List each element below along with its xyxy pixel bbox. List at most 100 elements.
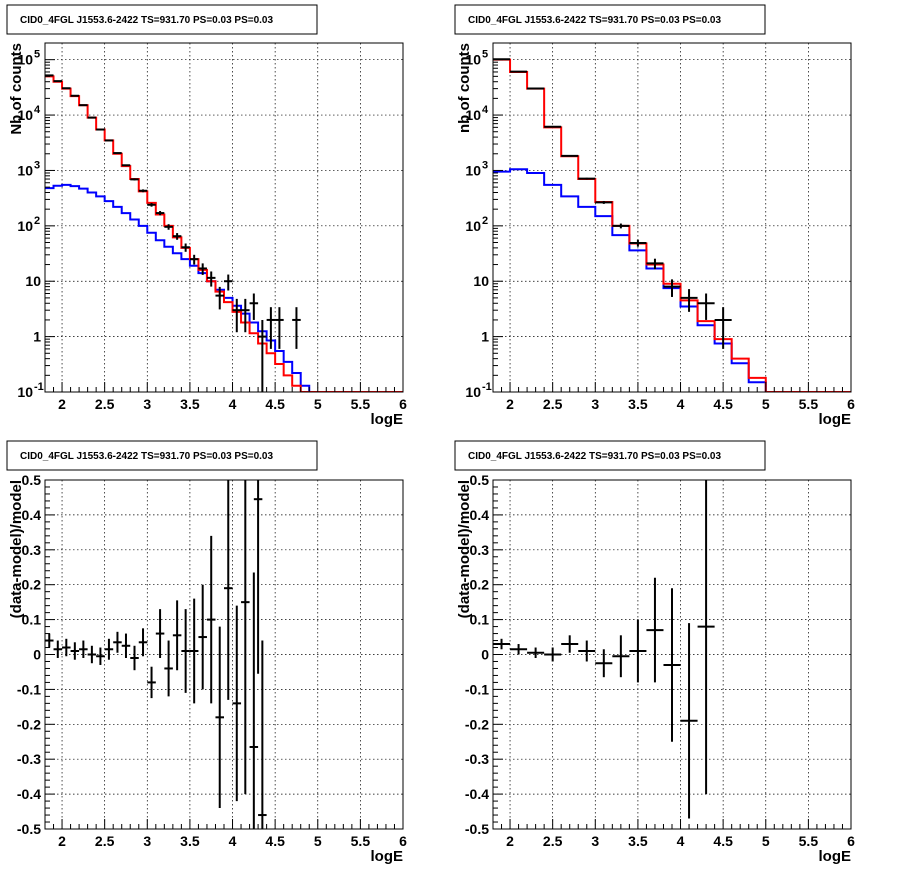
- series-model-total: [45, 75, 403, 392]
- y-tick-label: 0: [481, 647, 489, 663]
- y-tick-label: -0.3: [17, 751, 41, 767]
- x-tick-label: 5: [762, 396, 770, 412]
- x-tick-label: 4: [229, 833, 237, 849]
- x-tick-label: 4.5: [265, 833, 285, 849]
- x-tick-label: 3.5: [180, 396, 200, 412]
- x-tick-label: 5: [762, 833, 770, 849]
- x-tick-label: 3.5: [628, 396, 648, 412]
- x-tick-label: 2: [58, 396, 66, 412]
- x-tick-label: 5.5: [351, 833, 371, 849]
- x-tick-label: 3: [591, 833, 599, 849]
- x-tick-label: 4: [677, 833, 685, 849]
- x-tick-label: 4: [677, 396, 685, 412]
- y-tick-label: 0.3: [22, 542, 42, 558]
- y-tick-label: 0.4: [22, 507, 42, 523]
- plot-frame: [492, 42, 852, 393]
- x-tick-label: 5: [314, 833, 322, 849]
- y-tick-label: 1: [33, 329, 41, 345]
- x-tick-label: 5: [314, 396, 322, 412]
- y-tick-exponent: -1: [482, 381, 492, 393]
- y-tick-exponent: 5: [34, 49, 40, 61]
- chart-title: CID0_4FGL J1553.6-2422 TS=931.70 PS=0.03…: [468, 451, 721, 462]
- x-axis-title: logE: [819, 848, 852, 865]
- y-tick-label: 10: [17, 162, 33, 178]
- y-tick-label: -0.1: [465, 681, 489, 697]
- y-tick-label: 0.2: [22, 577, 42, 593]
- x-tick-label: 4.5: [713, 396, 733, 412]
- x-tick-label: 3.5: [180, 833, 200, 849]
- x-tick-label: 6: [847, 396, 855, 412]
- y-tick-exponent: -1: [34, 381, 44, 393]
- x-tick-label: 2.5: [95, 833, 115, 849]
- y-tick-label: -0.5: [465, 821, 489, 837]
- chart-title: CID0_4FGL J1553.6-2422 TS=931.70 PS=0.03…: [20, 15, 273, 26]
- y-tick-exponent: 4: [34, 104, 41, 116]
- title-box: [6, 4, 318, 35]
- chart-title: CID0_4FGL J1553.6-2422 TS=931.70 PS=0.03…: [20, 451, 273, 462]
- y-tick-label: 1: [481, 329, 489, 345]
- y-tick-label: 0.1: [470, 612, 490, 628]
- y-tick-label: -0.1: [17, 681, 41, 697]
- x-tick-label: 2.5: [543, 396, 563, 412]
- y-tick-label: 10: [465, 107, 481, 123]
- y-tick-label: 0.4: [470, 507, 490, 523]
- x-tick-label: 3: [591, 396, 599, 412]
- x-tick-label: 5.5: [799, 396, 819, 412]
- y-tick-label: -0.4: [465, 786, 489, 802]
- y-tick-label: 0: [33, 647, 41, 663]
- y-tick-exponent: 4: [482, 104, 489, 116]
- x-tick-label: 6: [399, 396, 407, 412]
- y-tick-exponent: 2: [482, 215, 488, 227]
- title-box: [6, 440, 318, 471]
- y-tick-label: 0.2: [470, 577, 490, 593]
- x-tick-label: 2.5: [543, 833, 563, 849]
- y-axis-title: nb of counts: [456, 43, 473, 133]
- x-tick-label: 2: [506, 396, 514, 412]
- x-tick-label: 5.5: [351, 396, 371, 412]
- x-tick-label: 4: [229, 396, 237, 412]
- panel-top-left: CID0_4FGL J1553.6-2422 TS=931.70 PS=0.03…: [6, 4, 407, 428]
- y-tick-label: 10: [17, 52, 33, 68]
- y-tick-exponent: 3: [482, 159, 488, 171]
- title-box: [454, 440, 766, 471]
- y-tick-label: 10: [17, 384, 33, 400]
- x-tick-label: 2.5: [95, 396, 115, 412]
- x-tick-label: 6: [399, 833, 407, 849]
- plot-frame: [44, 42, 404, 393]
- panel-bottom-left: CID0_4FGL J1553.6-2422 TS=931.70 PS=0.03…: [6, 440, 407, 865]
- y-tick-label: -0.2: [465, 716, 489, 732]
- y-axis-title: (data-model)/model: [456, 480, 473, 618]
- y-tick-label: 10: [465, 52, 481, 68]
- y-tick-label: 10: [17, 218, 33, 234]
- x-tick-label: 2: [506, 833, 514, 849]
- y-tick-label: 10: [465, 218, 481, 234]
- y-tick-label: 0.3: [470, 542, 490, 558]
- title-box: [454, 4, 766, 35]
- y-tick-label: 0.1: [22, 612, 42, 628]
- x-tick-label: 4.5: [265, 396, 285, 412]
- y-tick-exponent: 5: [482, 49, 488, 61]
- x-axis-title: logE: [371, 848, 404, 865]
- y-tick-label: 10: [17, 107, 33, 123]
- y-tick-exponent: 2: [34, 215, 40, 227]
- y-tick-label: 10: [465, 384, 481, 400]
- series-model-source: [45, 183, 403, 392]
- x-tick-label: 3: [143, 833, 151, 849]
- panel-top-right: CID0_4FGL J1553.6-2422 TS=931.70 PS=0.03…: [454, 4, 855, 428]
- chart-title: CID0_4FGL J1553.6-2422 TS=931.70 PS=0.03…: [468, 15, 721, 26]
- y-axis-title: Nb of counts: [8, 43, 25, 135]
- panel-bottom-right: CID0_4FGL J1553.6-2422 TS=931.70 PS=0.03…: [454, 440, 855, 865]
- y-tick-exponent: 3: [34, 159, 40, 171]
- y-tick-label: -0.4: [17, 786, 41, 802]
- x-tick-label: 2: [58, 833, 66, 849]
- y-tick-label: 0.5: [470, 472, 490, 488]
- y-tick-label: -0.5: [17, 821, 41, 837]
- y-tick-label: 10: [25, 273, 41, 289]
- x-tick-label: 5.5: [799, 833, 819, 849]
- y-tick-label: 10: [465, 162, 481, 178]
- y-tick-label: 10: [473, 273, 489, 289]
- y-tick-label: -0.2: [17, 716, 41, 732]
- x-axis-title: logE: [371, 411, 404, 428]
- x-tick-label: 3.5: [628, 833, 648, 849]
